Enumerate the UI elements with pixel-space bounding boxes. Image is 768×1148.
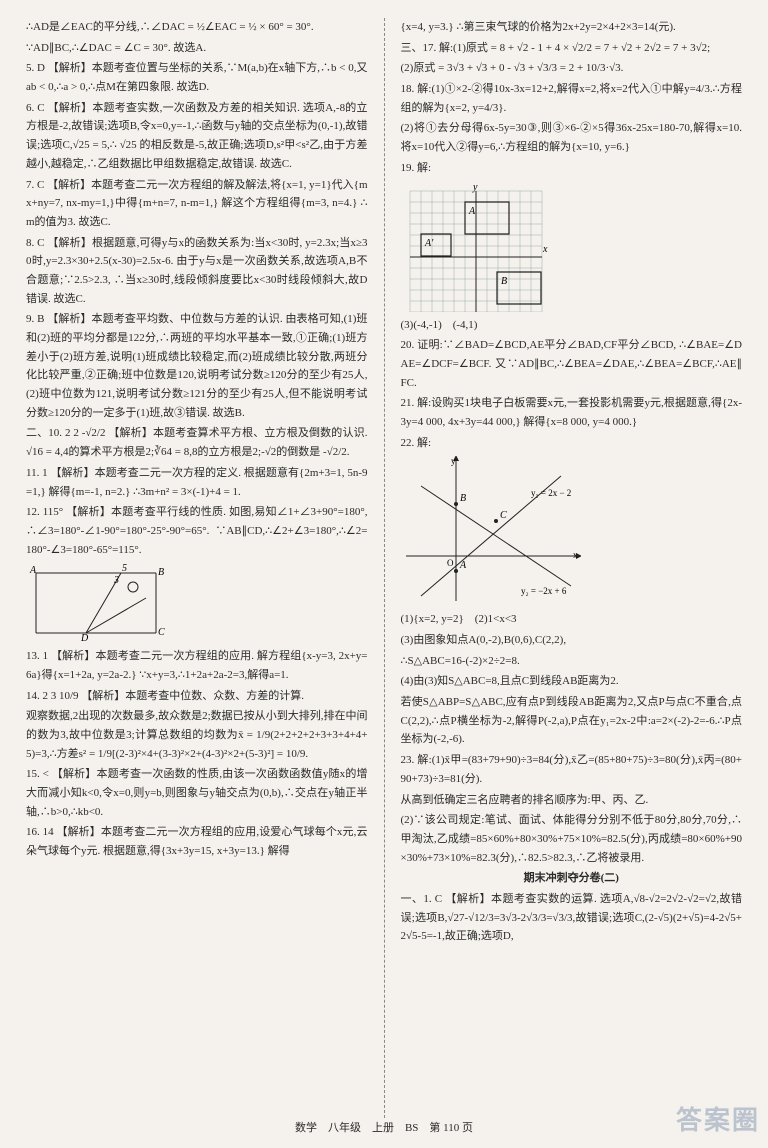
text: 5. D 【解析】本题考查位置与坐标的关系,∵M(a,b)在x轴下方,∴b < … xyxy=(26,59,368,96)
svg-text:x: x xyxy=(542,244,548,255)
text: 8. C 【解析】根据题意,可得y与x的函数关系为:当x<30时, y=2.3x… xyxy=(26,234,368,309)
text: 19. 解: xyxy=(401,159,743,178)
text: 一、1. C 【解析】本题考查实数的运算. 选项A,√8-√2=2√2-√2=√… xyxy=(401,890,743,946)
text: 11. 1 【解析】本题考查二元一次方程的定义. 根据题意有{2m+3=1, 5… xyxy=(26,464,368,501)
text: ∴AD是∠EAC的平分线,∴∠DAC = ½∠EAC = ½ × 60° = 3… xyxy=(26,18,368,37)
text: 若使S△ABP=S△ABC,应有点P到线段AB距离为2,又点P与点C不重合,点C… xyxy=(401,693,743,749)
text: (4)由(3)知S△ABC=8,且点C到线段AB距离为2. xyxy=(401,672,743,691)
text: 6. C 【解析】本题考查实数,一次函数及方差的相关知识. 选项A,-8的立方根… xyxy=(26,99,368,174)
svg-text:y: y xyxy=(451,456,456,466)
text: 从高到低确定三名应聘者的排名顺序为:甲、丙、乙. xyxy=(401,791,743,810)
text: 观察数据,2出现的次数最多,故众数是2;数据已按从小到大排列,排在中间的数为3,… xyxy=(26,707,368,763)
watermark: 答案圈 xyxy=(676,1098,760,1142)
svg-text:A: A xyxy=(468,206,476,217)
text: 9. B 【解析】本题考查平均数、中位数与方差的认识. 由表格可知,(1)班和(… xyxy=(26,310,368,422)
right-column: {x=4, y=3.} ∴第三束气球的价格为2x+2y=2×4+2×3=14(元… xyxy=(401,18,743,1118)
section-title: 期末冲刺夺分卷(二) xyxy=(401,869,743,888)
svg-text:D: D xyxy=(80,633,89,643)
svg-text:5: 5 xyxy=(122,563,127,574)
svg-text:y₁ = 2x − 2: y₁ = 2x − 2 xyxy=(531,488,571,498)
svg-text:B: B xyxy=(460,493,466,504)
text: ∵AD∥BC,∴∠DAC = ∠C = 30°. 故选A. xyxy=(26,39,368,58)
text: 三、17. 解:(1)原式 = 8 + √2 - 1 + 4 × √2/2 = … xyxy=(401,39,743,58)
text: 18. 解:(1)①×2-②得10x-3x=12+2,解得x=2,将x=2代入①… xyxy=(401,80,743,117)
svg-text:A: A xyxy=(29,565,37,576)
svg-text:C: C xyxy=(500,510,507,521)
svg-text:y₂ = −2x + 6: y₂ = −2x + 6 xyxy=(521,586,567,596)
svg-text:x: x xyxy=(573,550,578,560)
text: (2)将①去分母得6x-5y=30③,则③×6-②×5得36x-25x=180-… xyxy=(401,119,743,156)
text: 22. 解: xyxy=(401,434,743,453)
text: {x=4, y=3.} ∴第三束气球的价格为2x+2y=2×4+2×3=14(元… xyxy=(401,18,743,37)
svg-text:B: B xyxy=(158,567,164,578)
left-column: ∴AD是∠EAC的平分线,∴∠DAC = ½∠EAC = ½ × 60° = 3… xyxy=(26,18,368,1118)
text: 20. 证明:∵∠BAD=∠BCD,AE平分∠BAD,CF平分∠BCD, ∴∠B… xyxy=(401,336,743,392)
text: 7. C 【解析】本题考查二元一次方程组的解及解法,将{x=1, y=1}代入{… xyxy=(26,176,368,232)
text: 14. 2 3 10/9 【解析】本题考查中位数、众数、方差的计算. xyxy=(26,687,368,706)
svg-text:A: A xyxy=(459,560,467,571)
text: 二、10. 2 2 -√2/2 【解析】本题考查算术平方根、立方根及倒数的认识.… xyxy=(26,424,368,461)
page-columns: ∴AD是∠EAC的平分线,∴∠DAC = ½∠EAC = ½ × 60° = 3… xyxy=(0,0,768,1148)
text: 16. 14 【解析】本题考查二元一次方程组的应用,设爱心气球每个x元,云朵气球… xyxy=(26,823,368,860)
text: (2)原式 = 3√3 + √3 + 0 - √3 + √3/3 = 2 + 1… xyxy=(401,59,743,78)
text: 23. 解:(1)x̄甲=(83+79+90)÷3=84(分),x̄乙=(85+… xyxy=(401,751,743,788)
column-divider xyxy=(384,18,385,1118)
text: 21. 解:设购买1块电子白板需要x元,一套投影机需要y元,根据题意,得{2x-… xyxy=(401,394,743,431)
figure-rectangle-diagram: A B C D 35 xyxy=(26,563,368,643)
text: 15. < 【解析】本题考查一次函数的性质,由该一次函数函数值y随x的增大而减小… xyxy=(26,765,368,821)
svg-text:C: C xyxy=(158,627,165,638)
figure-grid-transform: A A' Bx y xyxy=(401,182,743,312)
text: (3)(-4,-1) (-4,1) xyxy=(401,316,743,335)
page-footer: 数学 八年级 上册 BS 第 110 页 xyxy=(0,1119,768,1138)
text: (2)∵该公司规定:笔试、面试、体能得分分别不低于80分,80分,70分,∴甲淘… xyxy=(401,811,743,867)
text: (1){x=2, y=2} (2)1<x<3 xyxy=(401,610,743,629)
svg-text:y: y xyxy=(472,182,478,193)
svg-text:A': A' xyxy=(424,238,434,249)
text: (3)由图象知点A(0,-2),B(0,6),C(2,2), xyxy=(401,631,743,650)
text: ∴S△ABC=16-(-2)×2÷2=8. xyxy=(401,652,743,671)
text: 13. 1 【解析】本题考查二元一次方程组的应用. 解方程组{x-y=3, 2x… xyxy=(26,647,368,684)
figure-line-intersection: B A Cy₁ = 2x − 2 y₂ = −2x + 6 Ox y xyxy=(401,456,743,606)
text: 12. 115° 【解析】本题考查平行线的性质. 如图,易知∠1+∠3+90°=… xyxy=(26,503,368,559)
svg-text:O: O xyxy=(447,558,454,568)
svg-text:B: B xyxy=(501,276,507,287)
svg-text:3: 3 xyxy=(113,575,119,586)
